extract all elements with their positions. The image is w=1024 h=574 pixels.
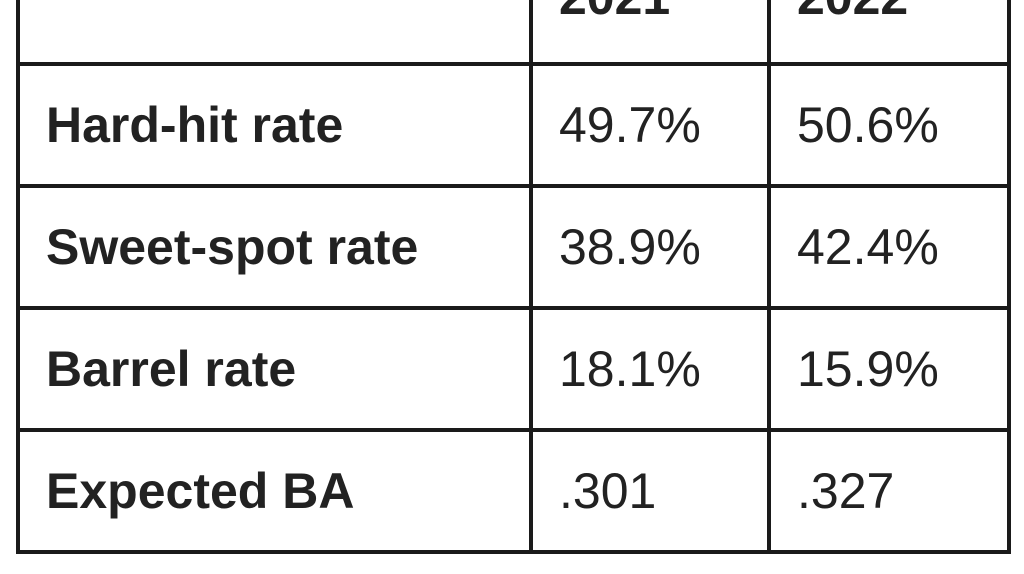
row-label: Barrel rate xyxy=(16,306,533,432)
value-cell: 49.7% xyxy=(529,62,771,188)
header-cell-label xyxy=(16,0,533,66)
value-cell: .327 xyxy=(767,428,1011,554)
table-row: Barrel rate 18.1% 15.9% xyxy=(16,306,1011,432)
header-cell-2021: 2021 xyxy=(529,0,771,66)
row-label: Sweet-spot rate xyxy=(16,184,533,310)
value-cell: 38.9% xyxy=(529,184,771,310)
value-cell: .301 xyxy=(529,428,771,554)
value-cell: 50.6% xyxy=(767,62,1011,188)
table-row: Sweet-spot rate 38.9% 42.4% xyxy=(16,184,1011,310)
table-header-row: 2021 2022 xyxy=(16,0,1011,66)
row-label: Hard-hit rate xyxy=(16,62,533,188)
value-cell: 15.9% xyxy=(767,306,1011,432)
stats-table: 2021 2022 Hard-hit rate 49.7% 50.6% Swee… xyxy=(16,0,1011,554)
value-cell: 18.1% xyxy=(529,306,771,432)
header-cell-2022: 2022 xyxy=(767,0,1011,66)
table-row: Expected BA .301 .327 xyxy=(16,428,1011,554)
row-label: Expected BA xyxy=(16,428,533,554)
table-row: Hard-hit rate 49.7% 50.6% xyxy=(16,62,1011,188)
value-cell: 42.4% xyxy=(767,184,1011,310)
